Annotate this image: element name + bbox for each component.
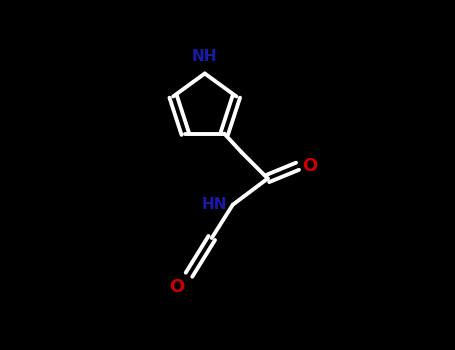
Text: HN: HN: [202, 197, 228, 212]
Text: O: O: [169, 278, 184, 295]
Text: NH: NH: [192, 49, 217, 64]
Text: O: O: [302, 157, 317, 175]
